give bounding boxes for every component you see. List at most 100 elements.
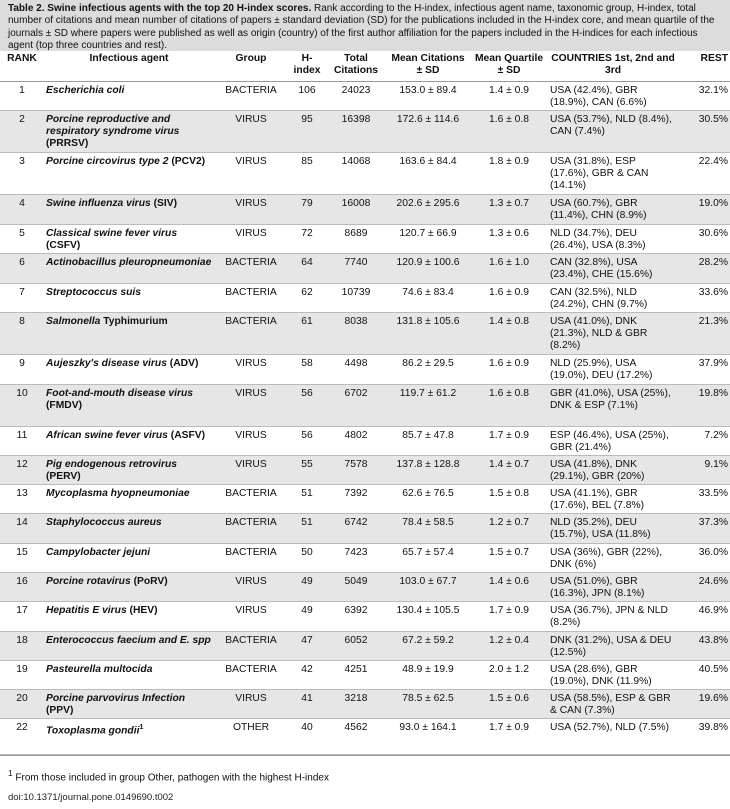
cell-mean-quartile: 1.6 ± 0.8 <box>470 384 548 427</box>
header-countries: COUNTRIES 1st, 2nd and 3rd <box>548 51 678 82</box>
cell-rest: 21.3% <box>678 312 730 355</box>
cell-mean-citations: 172.6 ± 114.6 <box>386 110 470 153</box>
cell-group: BACTERIA <box>214 631 288 661</box>
cell-countries: NLD (25.9%), USA (19.0%), DEU (17.2%) <box>548 354 678 385</box>
cell-countries: USA (53.7%), NLD (8.4%), CAN (7.4%) <box>548 110 678 153</box>
cell-mean-citations: 131.8 ± 105.6 <box>386 312 470 355</box>
cell-group: VIRUS <box>214 601 288 632</box>
cell-agent: Pig endogenous retrovirus (PERV) <box>44 455 214 485</box>
cell-rest: 22.4% <box>678 152 730 195</box>
header-group: Group <box>214 51 288 82</box>
cell-rank: 7 <box>0 283 44 313</box>
cell-agent: Actinobacillus pleuropneumoniae <box>44 253 214 284</box>
cell-rank: 2 <box>0 110 44 153</box>
table-row: 7 Streptococcus suis BACTERIA 62 10739 74.6 ±… <box>0 283 730 313</box>
doi-reference: doi:10.1371/journal.pone.0149690.t002 <box>8 791 174 803</box>
cell-total-citations: 6742 <box>326 513 386 544</box>
cell-hindex: 72 <box>288 224 326 254</box>
cell-countries: USA (41.8%), DNK (29.1%), GBR (20%) <box>548 455 678 485</box>
cell-total-citations: 8038 <box>326 312 386 355</box>
cell-agent: Salmonella Typhimurium <box>44 312 214 355</box>
footnote-marker: 1 <box>8 767 13 778</box>
cell-rank: 4 <box>0 194 44 225</box>
cell-rest: 46.9% <box>678 601 730 632</box>
cell-group: VIRUS <box>214 689 288 719</box>
cell-hindex: 79 <box>288 194 326 225</box>
agent-name: Actinobacillus pleuropneumoniae <box>46 256 212 268</box>
cell-mean-citations: 86.2 ± 29.5 <box>386 354 470 385</box>
cell-mean-quartile: 1.4 ± 0.8 <box>470 312 548 355</box>
cell-mean-quartile: 1.5 ± 0.7 <box>470 543 548 573</box>
cell-rest: 7.2% <box>678 426 730 456</box>
agent-abbrev: (PERV) <box>46 470 81 482</box>
agent-abbrev: (ASFV) <box>167 429 206 441</box>
cell-rest: 30.6% <box>678 224 730 254</box>
cell-total-citations: 5049 <box>326 572 386 602</box>
cell-rest: 32.1% <box>678 81 730 111</box>
table-row: 20 Porcine parvovirus Infection (PPV) VIRU… <box>0 689 730 719</box>
cell-mean-citations: 85.7 ± 47.8 <box>386 426 470 456</box>
cell-agent: Staphylococcus aureus <box>44 513 214 544</box>
cell-hindex: 95 <box>288 110 326 153</box>
table-caption: Table 2. Swine infectious agents with th… <box>0 0 730 51</box>
header-hindex: H-index <box>288 51 326 82</box>
cell-mean-citations: 62.6 ± 76.5 <box>386 484 470 514</box>
agent-name: Porcine rotavirus <box>46 575 131 587</box>
cell-rest: 9.1% <box>678 455 730 485</box>
agent-name: Classical swine fever virus <box>46 227 178 239</box>
cell-agent: Porcine circovirus type 2 (PCV2) <box>44 152 214 195</box>
agent-name: Staphylococcus aureus <box>46 516 162 528</box>
table-row: 12 Pig endogenous retrovirus (PERV) VIRUS 5… <box>0 455 730 485</box>
cell-mean-quartile: 1.5 ± 0.8 <box>470 484 548 514</box>
cell-mean-citations: 130.4 ± 105.5 <box>386 601 470 632</box>
table-row: 4 Swine influenza virus (SIV) VIRUS 79 16008… <box>0 194 730 225</box>
footnote-ref: 1 <box>139 723 144 731</box>
table-row: 15 Campylobacter jejuni BACTERIA 50 7423 65.7… <box>0 543 730 573</box>
table-row: 3 Porcine circovirus type 2 (PCV2) VIRUS 85… <box>0 152 730 195</box>
cell-mean-quartile: 1.2 ± 0.4 <box>470 631 548 661</box>
cell-group: VIRUS <box>214 426 288 456</box>
agent-abbrev: (PoRV) <box>130 575 168 587</box>
cell-group: BACTERIA <box>214 81 288 111</box>
table-row: 2 Porcine reproductive and respiratory sy… <box>0 110 730 153</box>
agent-name: Hepatitis E virus <box>46 604 127 616</box>
cell-countries: USA (36.7%), JPN & NLD (8.2%) <box>548 601 678 632</box>
cell-rank: 11 <box>0 426 44 456</box>
cell-total-citations: 4498 <box>326 354 386 385</box>
cell-agent: Swine influenza virus (SIV) <box>44 194 214 225</box>
cell-total-citations: 16398 <box>326 110 386 153</box>
cell-mean-citations: 120.9 ± 100.6 <box>386 253 470 284</box>
agent-name: Porcine parvovirus Infection <box>46 692 186 704</box>
table-row: 6 Actinobacillus pleuropneumoniae BACTERIA… <box>0 253 730 284</box>
footnote-text: From those included in group Other, path… <box>12 771 329 783</box>
cell-agent: Hepatitis E virus (HEV) <box>44 601 214 632</box>
agent-abbrev: (PCV2) <box>168 155 206 167</box>
cell-mean-citations: 120.7 ± 66.9 <box>386 224 470 254</box>
table-row: 16 Porcine rotavirus (PoRV) VIRUS 49 5049 103… <box>0 572 730 602</box>
cell-rest: 37.3% <box>678 513 730 544</box>
cell-agent: African swine fever virus (ASFV) <box>44 426 214 456</box>
cell-rest: 19.8% <box>678 384 730 427</box>
agent-name: Campylobacter jejuni <box>46 546 151 558</box>
cell-mean-quartile: 1.4 ± 0.7 <box>470 455 548 485</box>
cell-total-citations: 24023 <box>326 81 386 111</box>
agent-name: Mycoplasma hyopneumoniae <box>46 487 190 499</box>
cell-rank: 12 <box>0 455 44 485</box>
cell-mean-citations: 78.4 ± 58.5 <box>386 513 470 544</box>
cell-rank: 17 <box>0 601 44 632</box>
table-row: 10 Foot-and-mouth disease virus (FMDV) VIR… <box>0 384 730 427</box>
cell-mean-quartile: 1.4 ± 0.6 <box>470 572 548 602</box>
cell-countries: CAN (32.5%), NLD (24.2%), CHN (9.7%) <box>548 283 678 313</box>
cell-rest: 36.0% <box>678 543 730 573</box>
cell-total-citations: 4562 <box>326 718 386 755</box>
cell-rank: 10 <box>0 384 44 427</box>
cell-mean-quartile: 1.3 ± 0.6 <box>470 224 548 254</box>
cell-hindex: 42 <box>288 660 326 690</box>
cell-hindex: 50 <box>288 543 326 573</box>
cell-countries: USA (51.0%), GBR (16.3%), JPN (8.1%) <box>548 572 678 602</box>
cell-hindex: 41 <box>288 689 326 719</box>
cell-group: BACTERIA <box>214 312 288 355</box>
cell-group: VIRUS <box>214 194 288 225</box>
cell-mean-citations: 78.5 ± 62.5 <box>386 689 470 719</box>
cell-agent: Porcine rotavirus (PoRV) <box>44 572 214 602</box>
